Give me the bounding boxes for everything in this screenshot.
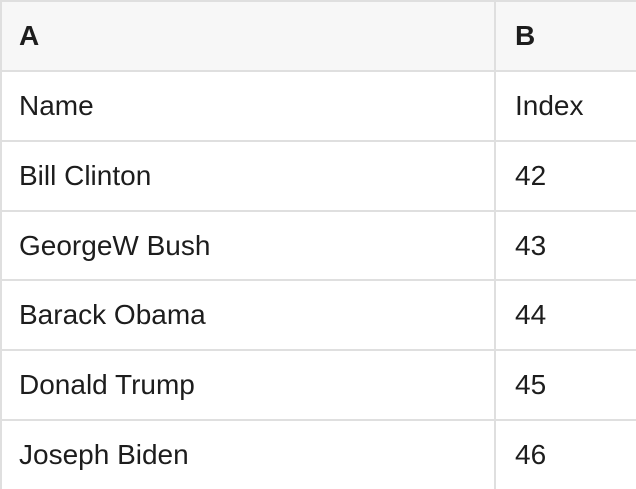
cell-index[interactable]: 43 [515,229,547,261]
cell-name[interactable]: Joseph Biden [2,421,496,489]
cell-index[interactable]: 42 [515,159,547,191]
cell-index-label[interactable]: Index [515,89,584,121]
table-row: GeorgeW Bush 43 [2,211,636,282]
cell-name[interactable]: GeorgeW Bush [2,211,496,280]
table-row: Donald Trump 45 [2,351,636,422]
cell-name[interactable]: Donald Trump [2,351,496,420]
table-row: Name Index [2,71,636,142]
cell-index[interactable]: 45 [515,369,547,401]
cell-name-label[interactable]: Name [2,71,496,140]
table-row: Joseph Biden 46 [2,421,636,489]
cell-index[interactable]: 44 [515,299,547,331]
column-header-a[interactable]: A [2,2,496,70]
cell-name[interactable]: Barack Obama [2,281,496,350]
column-header-row: A B [2,2,636,72]
column-header-b[interactable]: B [515,19,536,51]
cell-index[interactable]: 46 [515,439,547,471]
table-row: Barack Obama 44 [2,281,636,352]
cell-name[interactable]: Bill Clinton [2,141,496,210]
table-row: Bill Clinton 42 [2,141,636,212]
